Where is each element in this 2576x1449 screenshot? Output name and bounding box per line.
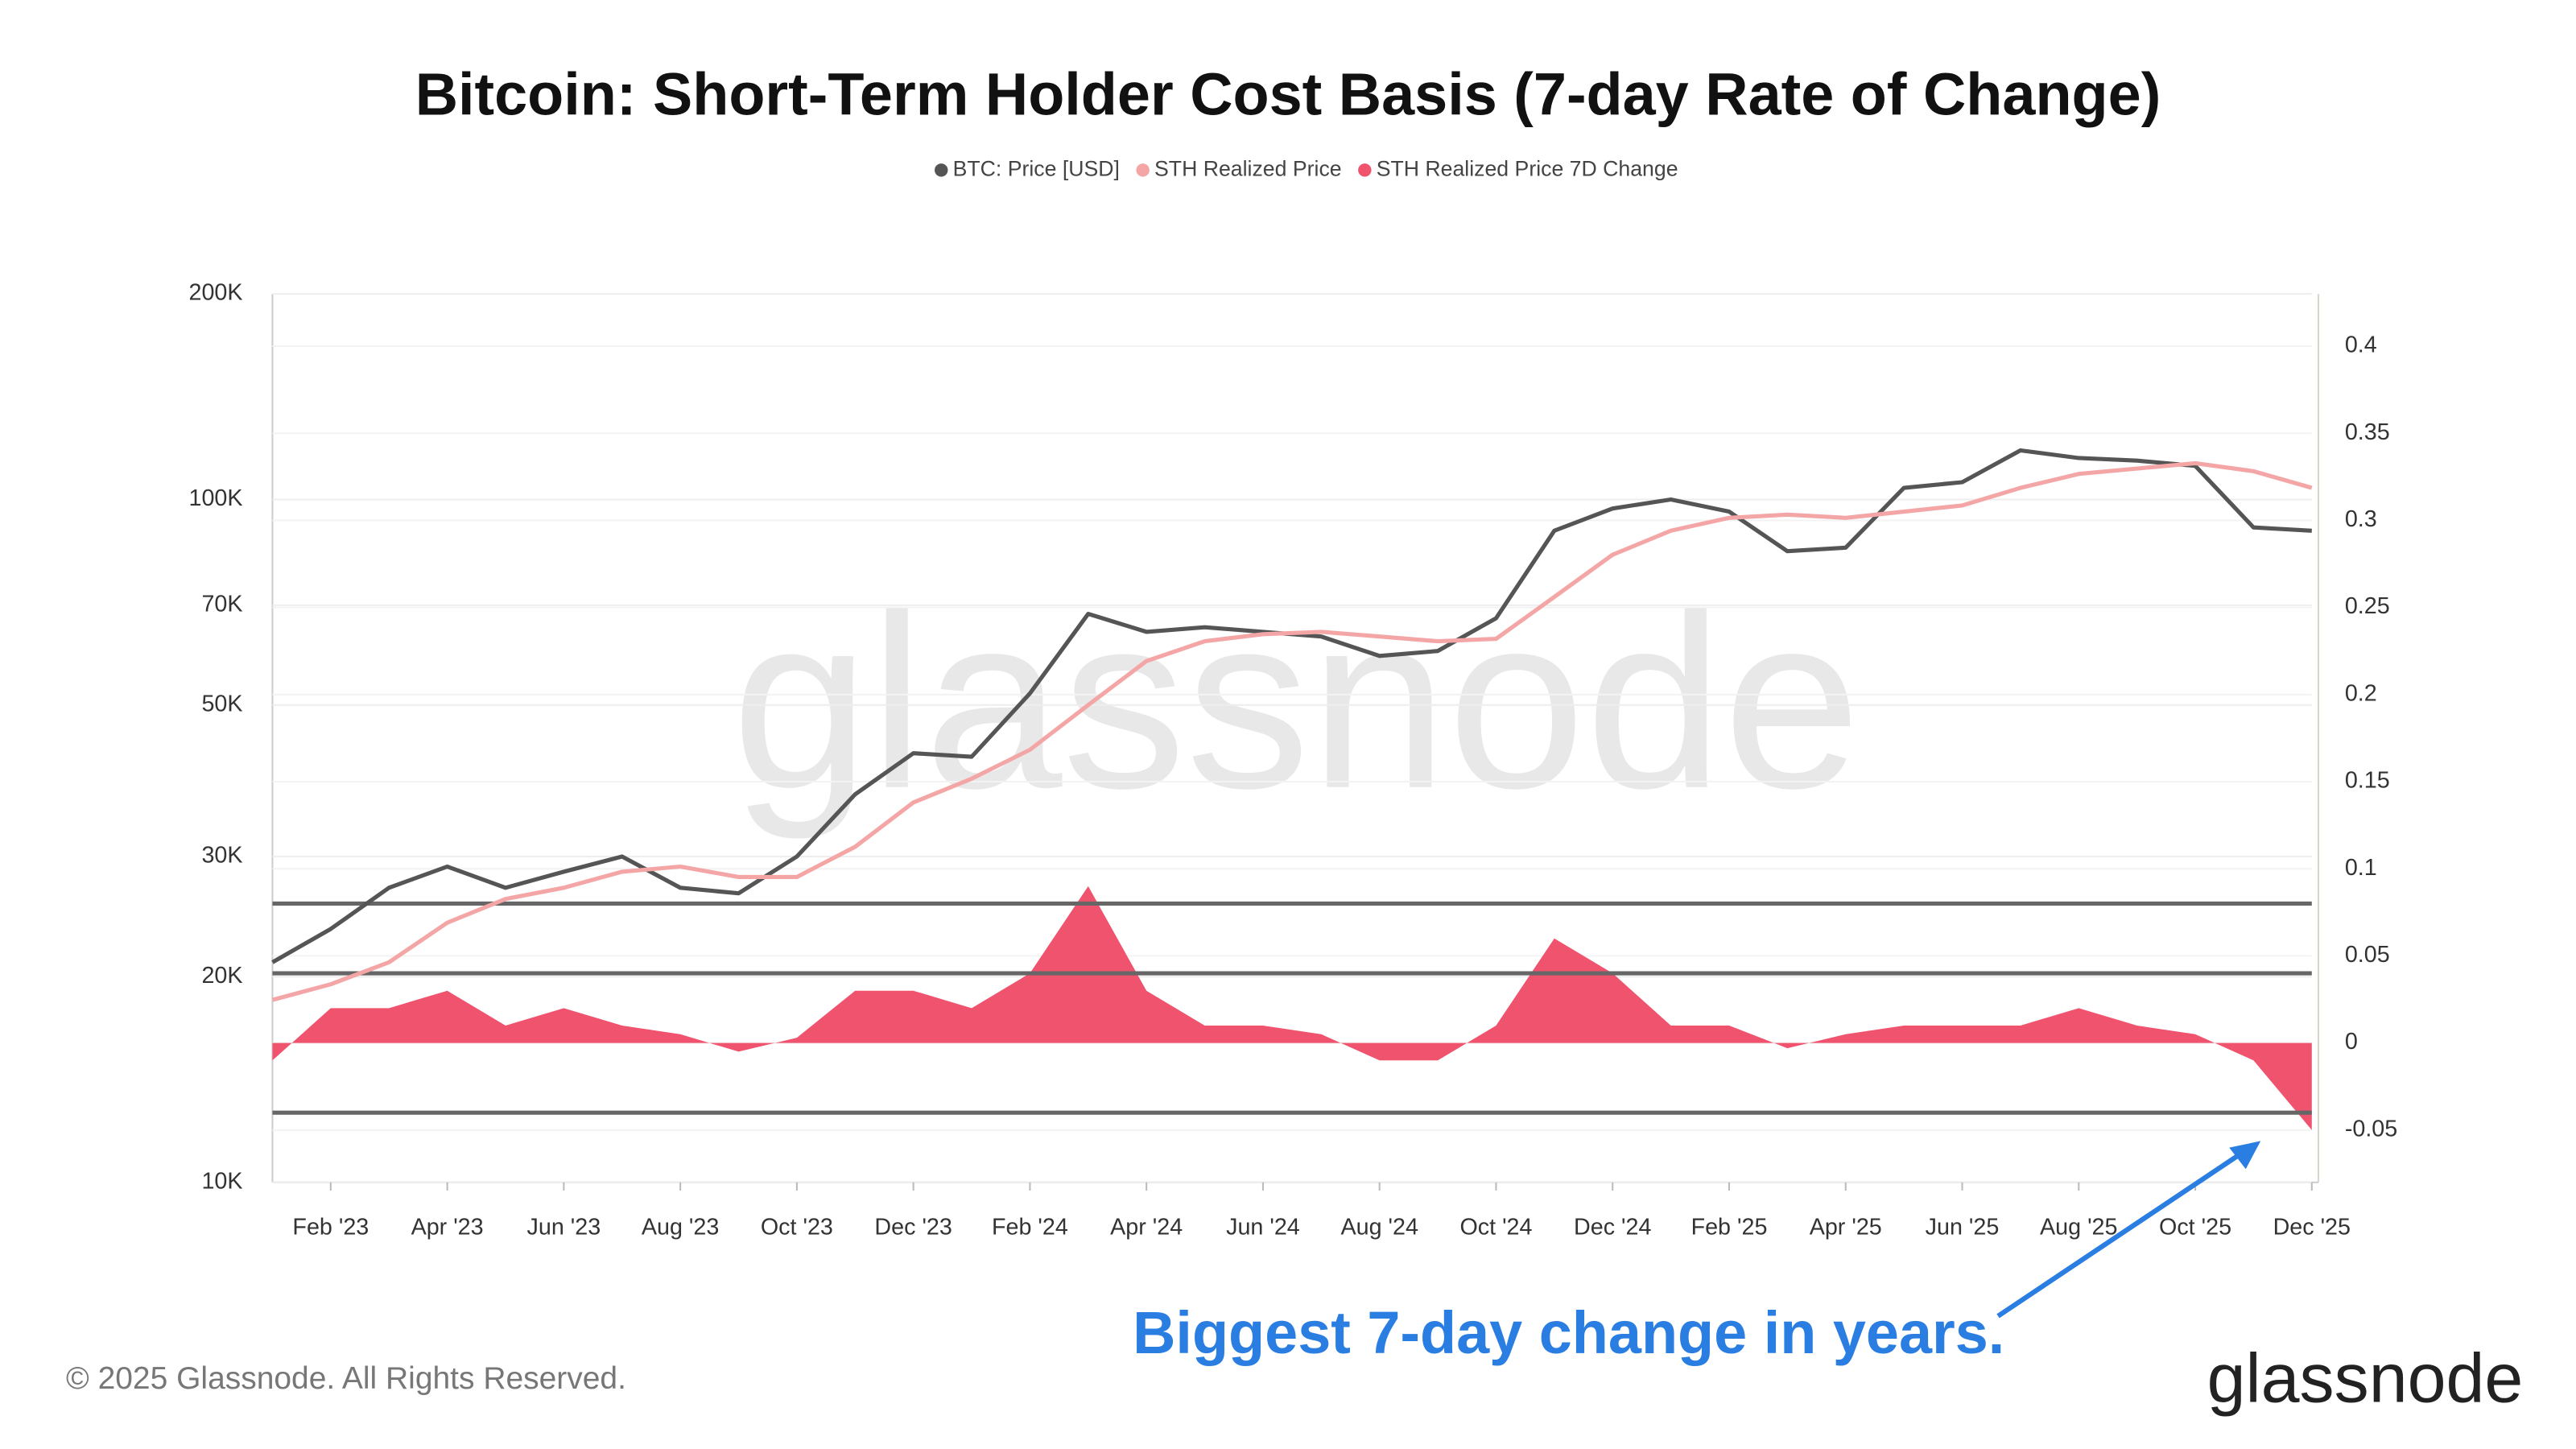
x-tick-label: Feb '23 [292, 1215, 369, 1241]
y2-tick-label: 0.25 [2345, 593, 2390, 619]
watermark: glassnode [732, 564, 1861, 841]
y-tick-label: 50K [201, 691, 242, 716]
x-tick-label: Jun '23 [527, 1215, 601, 1241]
legend-marker [935, 163, 948, 177]
legend-label: BTC: Price [USD] [953, 156, 1120, 180]
change-area [272, 886, 2312, 1130]
y-tick-label: 70K [201, 591, 242, 617]
y2-tick-label: 0 [2345, 1029, 2358, 1055]
y-tick-label: 20K [201, 963, 242, 989]
x-tick-label: Oct '23 [761, 1215, 833, 1241]
y2-tick-label: 0.4 [2345, 332, 2377, 358]
y2-tick-label: 0.05 [2345, 942, 2390, 968]
y2-tick-label: 0.15 [2345, 768, 2390, 794]
legend: BTC: Price [USD] STH Realized Price STH Re… [935, 156, 1678, 180]
legend-marker [1358, 163, 1372, 177]
logo: glassnode [2207, 1340, 2524, 1418]
y2-tick-label: 0.35 [2345, 419, 2390, 445]
arrow-head [2229, 1141, 2261, 1170]
x-tick-label: Oct '25 [2159, 1215, 2231, 1241]
x-tick-label: Aug '23 [642, 1215, 719, 1241]
x-tick-label: Oct '24 [1459, 1215, 1532, 1241]
x-tick-label: Dec '24 [1574, 1215, 1651, 1241]
y2-tick-label: 0.2 [2345, 680, 2377, 706]
legend-label: STH Realized Price [1154, 156, 1342, 180]
price-line [271, 460, 2313, 1002]
x-tick-label: Aug '25 [2040, 1215, 2117, 1241]
legend-label: STH Realized Price 7D Change [1377, 156, 1678, 180]
y2-tick-label: 0.1 [2345, 855, 2377, 881]
y2-tick-label: -0.05 [2345, 1116, 2397, 1141]
x-tick-label: Apr '24 [1110, 1215, 1183, 1241]
y-tick-label: 200K [188, 280, 242, 306]
copyright: © 2025 Glassnode. All Rights Reserved. [66, 1361, 626, 1396]
y-tick-label: 30K [201, 843, 242, 869]
x-tick-label: Feb '24 [992, 1215, 1068, 1241]
x-tick-label: Dec '25 [2273, 1215, 2351, 1241]
y-tick-label: 10K [201, 1168, 242, 1194]
x-tick-label: Dec '23 [874, 1215, 952, 1241]
plot: 10K 20K 30K 50K 70K 100K 200K -0.05 0 0.05 0.1 0.15… [188, 280, 2397, 1241]
x-tick-label: Apr '23 [411, 1215, 484, 1241]
annotation: Biggest 7-day change in years. [1133, 1299, 2004, 1366]
y2-tick-label: 0.3 [2345, 506, 2377, 532]
y-tick-label: 100K [188, 485, 242, 511]
legend-marker [1136, 163, 1150, 177]
x-tick-label: Apr '25 [1810, 1215, 1882, 1241]
x-tick-label: Jun '25 [1926, 1215, 2000, 1241]
annotation-arrow [1996, 1150, 2244, 1319]
chart-title: Bitcoin: Short-Term Holder Cost Basis (7… [415, 61, 2161, 128]
x-tick-label: Jun '24 [1226, 1215, 1300, 1241]
x-tick-label: Aug '24 [1340, 1215, 1418, 1241]
x-tick-label: Feb '25 [1691, 1215, 1768, 1241]
